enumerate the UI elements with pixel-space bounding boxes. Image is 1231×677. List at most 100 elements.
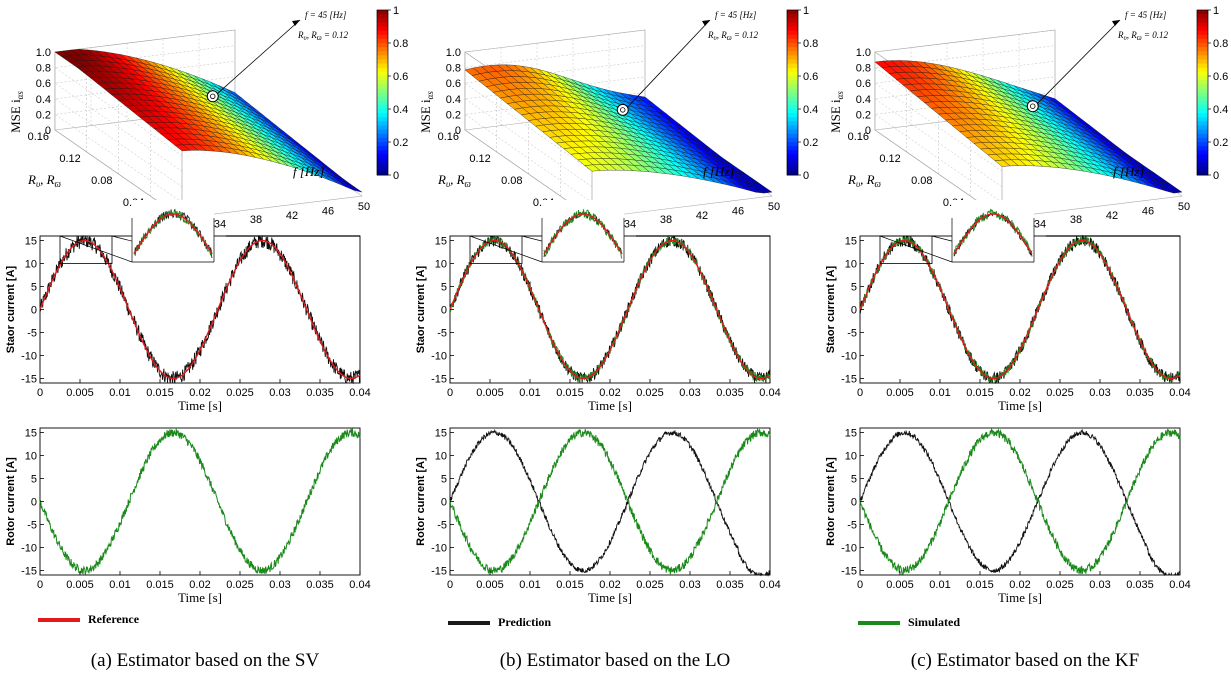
svg-text:-10: -10 [431,542,447,554]
svg-text:10: 10 [435,451,447,463]
svg-text:0: 0 [1213,170,1219,182]
caption: (a) Estimator based on the SV [91,650,320,671]
svg-text:5: 5 [441,282,447,294]
z-axis-label: MSE iαs [8,91,25,133]
annotation-label: f = 45 [Hz] Rυ, Rϖ = 0.12 [707,10,758,42]
svg-text:15: 15 [435,428,447,440]
f-axis-label: f [Hz] [293,164,324,179]
z-axis-label: MSE iαs [418,91,435,133]
y-axis-ticks: 15 10 5 0 -5 -10 -15 [21,428,44,577]
annotation-label: f = 45 [Hz] Rυ, Rϖ = 0.12 [297,10,348,42]
svg-text:0.12: 0.12 [879,153,900,165]
svg-text:34: 34 [214,219,226,231]
svg-text:0.04: 0.04 [1169,387,1190,399]
svg-text:0.6: 0.6 [36,78,51,90]
svg-text:5: 5 [851,474,857,486]
svg-text:0.005: 0.005 [476,387,504,399]
y-axis-ticks: 15 10 5 0 -5 -10 -15 [841,236,864,385]
svg-text:-5: -5 [847,519,857,531]
rotor-current-plot-3: 0 0.005 0.01 0.015 0.02 0.025 0.03 0.035 0.04151… [825,427,1191,605]
x-axis-ticks: 0 0.005 0.01 0.015 0.02 0.025 0.03 0.035 0.04 [37,571,371,591]
svg-text:0.6: 0.6 [446,78,461,90]
svg-text:0.03: 0.03 [679,387,700,399]
zoom-inset [879,200,1180,264]
svg-text:0.03: 0.03 [269,387,290,399]
svg-text:0.08: 0.08 [91,175,112,187]
legend-prediction: Prediction [448,615,551,629]
svg-text:-15: -15 [841,565,857,577]
z-axis-label: MSE iαs [828,91,845,133]
svg-text:0.2: 0.2 [393,137,408,149]
colorbar: 1 0.8 0.6 0.4 0.2 0 [1196,5,1228,182]
svg-text:15: 15 [435,236,447,248]
legend-simulated: Simulated [858,615,960,629]
svg-text:0.02: 0.02 [1009,387,1030,399]
x-axis-ticks: 0 0.005 0.01 0.015 0.02 0.025 0.03 0.035 0.04 [447,379,781,399]
svg-text:0.4: 0.4 [36,94,51,106]
svg-text:-10: -10 [21,350,37,362]
simulated-trace [39,428,361,575]
svg-text:0.01: 0.01 [929,387,950,399]
svg-text:1: 1 [1213,5,1219,17]
svg-text:42: 42 [286,210,298,222]
svg-text:0: 0 [441,305,447,317]
svg-text:0.025: 0.025 [1046,387,1074,399]
svg-text:0.035: 0.035 [1126,579,1154,591]
svg-text:0: 0 [851,305,857,317]
svg-text:0.035: 0.035 [306,579,334,591]
svg-text:0.6: 0.6 [856,78,871,90]
svg-text:38: 38 [250,214,262,226]
x-axis-label: Time [s] [998,398,1042,413]
svg-text:15: 15 [25,428,37,440]
reference-trace [859,239,1181,380]
surface-plot-3: f = 45 [Hz] Rυ, Rϖ = 0.12 1.0 0.8 0.6 0.4 0.2 0… [828,5,1228,235]
svg-text:34: 34 [1034,219,1046,231]
mse-surface [54,49,363,193]
svg-text:0.015: 0.015 [146,579,174,591]
svg-text:0.015: 0.015 [556,387,584,399]
svg-text:0.04: 0.04 [759,579,780,591]
reference-trace [449,239,771,380]
svg-text:-5: -5 [847,327,857,339]
legend-reference: Reference [38,612,140,626]
stator-current-plot-1: 0 0.005 0.01 0.015 0.02 0.025 0.03 0.035 0.04151… [5,200,371,413]
svg-text:0.01: 0.01 [519,579,540,591]
z-axis-ticks: 1.0 0.8 0.6 0.4 0.2 0 [36,47,51,137]
svg-text:15: 15 [845,236,857,248]
svg-text:0.16: 0.16 [438,131,459,143]
inset-reference-trace [953,213,1033,255]
svg-text:0: 0 [31,305,37,317]
x-axis-ticks: 0 0.005 0.01 0.015 0.02 0.025 0.03 0.035 0.04 [857,379,1191,399]
x-axis-label: Time [s] [588,398,632,413]
svg-text:0.005: 0.005 [476,579,504,591]
svg-text:38: 38 [660,214,672,226]
svg-text:0.02: 0.02 [599,579,620,591]
svg-text:0.4: 0.4 [1213,104,1228,116]
svg-text:0.8: 0.8 [393,38,408,50]
svg-text:0.04: 0.04 [1169,579,1190,591]
r-axis-label: Rυ, Rϖ [847,172,882,189]
mse-surface [464,64,773,194]
y-axis-label: Rotor current [A] [825,457,837,546]
rotor-current-plot-1: 0 0.005 0.01 0.015 0.02 0.025 0.03 0.035 0.04151… [5,427,371,605]
legend-label: Prediction [498,615,551,629]
svg-text:0.03: 0.03 [679,579,700,591]
x-axis-label: Time [s] [998,590,1042,605]
svg-text:0.02: 0.02 [189,579,210,591]
svg-text:-10: -10 [841,542,857,554]
svg-text:0.03: 0.03 [1089,387,1110,399]
svg-text:0.02: 0.02 [1009,579,1030,591]
svg-text:0.025: 0.025 [636,387,664,399]
svg-text:0.03: 0.03 [1089,579,1110,591]
svg-text:15: 15 [845,428,857,440]
annotation-arrow [1037,19,1121,104]
svg-text:-15: -15 [21,565,37,577]
y-axis-ticks: 15 10 5 0 -5 -10 -15 [431,236,454,385]
svg-text:0: 0 [865,125,871,137]
svg-text:1: 1 [393,5,399,17]
svg-text:0.8: 0.8 [1213,38,1228,50]
svg-text:0.04: 0.04 [759,387,780,399]
svg-text:-15: -15 [21,373,37,385]
svg-text:10: 10 [25,451,37,463]
